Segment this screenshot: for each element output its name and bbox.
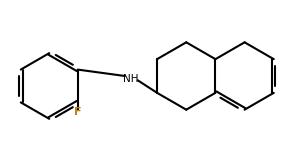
Text: F: F [74,107,82,117]
Text: NH: NH [123,74,138,84]
